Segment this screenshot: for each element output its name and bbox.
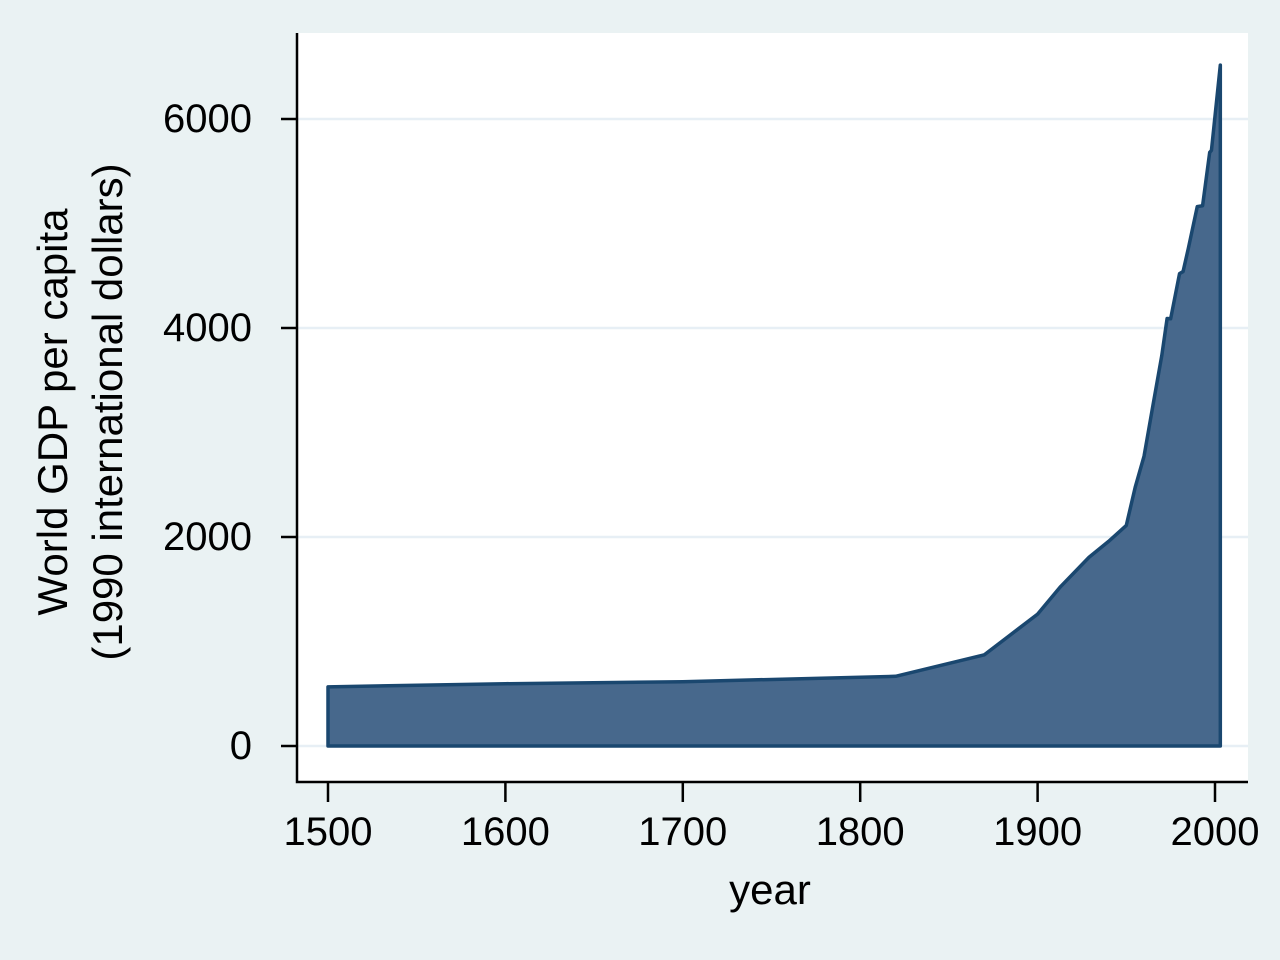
- x-tick-label-1700: 1700: [638, 810, 728, 854]
- x-tick-label-1600: 1600: [460, 810, 550, 854]
- y-tick-label-6000: 6000: [163, 97, 252, 141]
- y-axis-title-line1: World GDP per capita: [29, 208, 76, 616]
- y-tick-label-0: 0: [229, 724, 252, 768]
- x-tick-label-2000: 2000: [1170, 810, 1260, 854]
- y-tick-label-2000: 2000: [163, 515, 252, 559]
- gdp-area-series: [326, 63, 1223, 748]
- x-tick-label-1500: 1500: [283, 810, 373, 854]
- x-tick-label-1900: 1900: [993, 810, 1083, 854]
- axis-lines: [295, 33, 1248, 784]
- y-tick-label-4000: 4000: [163, 306, 252, 350]
- x-axis-title: year: [729, 866, 811, 913]
- y-axis-title-line2: (1990 international dollars): [84, 163, 131, 661]
- x-tick-label-1800: 1800: [815, 810, 905, 854]
- y-axis-title: World GDP per capita (1990 international…: [25, 2, 135, 822]
